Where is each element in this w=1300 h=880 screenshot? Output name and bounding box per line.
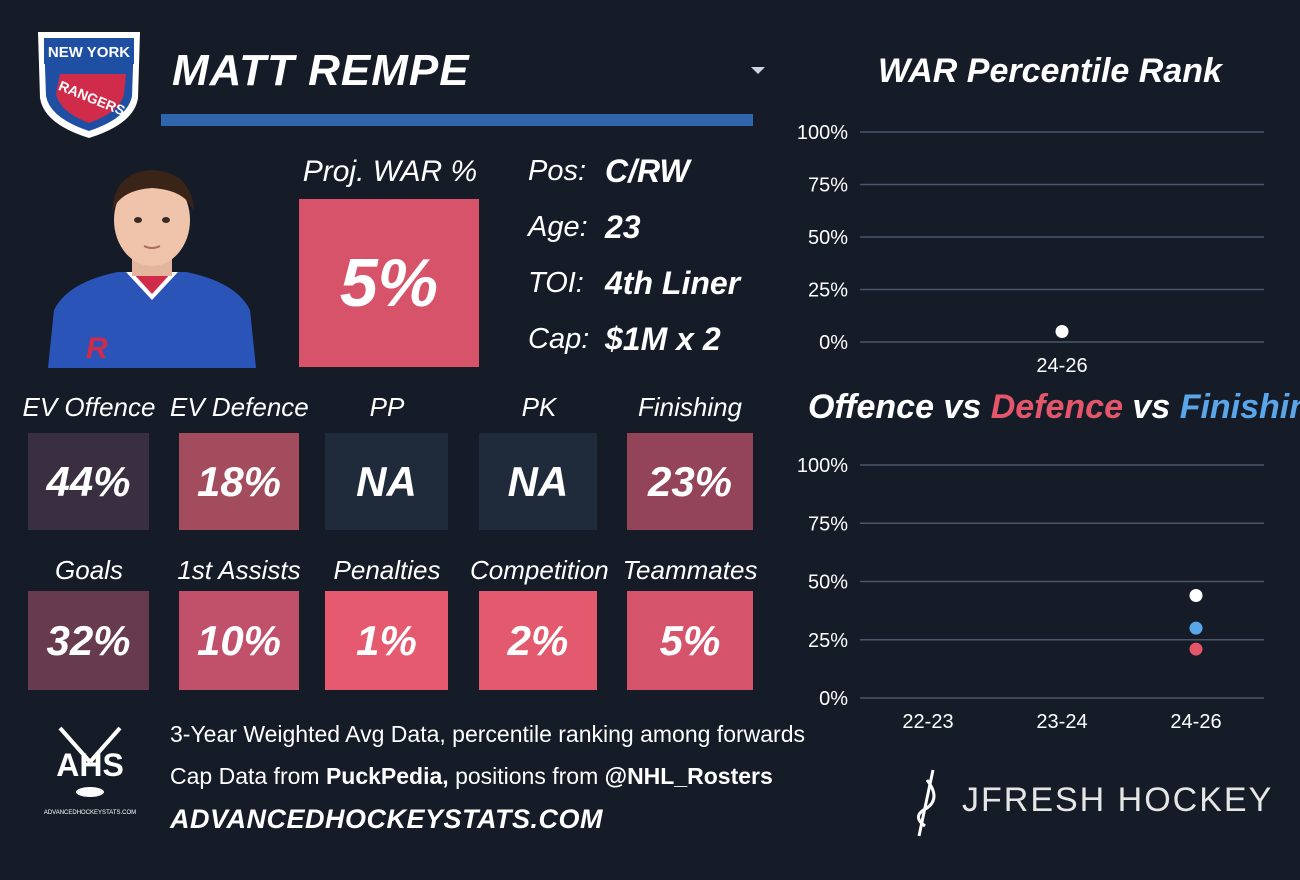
- ahs-logo: AHS ADVANCEDHOCKEYSTATS.COM: [40, 722, 140, 822]
- stat-label-teammates: Teammates: [622, 555, 758, 585]
- puckpedia-link[interactable]: PuckPedia,: [325, 763, 449, 789]
- stat-label-pk: PK: [521, 392, 557, 422]
- stat-box-teammates: 5%: [627, 591, 753, 690]
- nhl-rosters-link[interactable]: @NHL_Rosters: [604, 763, 773, 789]
- chart2-title-finishing: Finishing: [1179, 388, 1300, 426]
- stat-box-ev-defence: 18%: [179, 433, 299, 530]
- y-tick-label: 0%: [819, 688, 848, 710]
- jfresh-logo-icon: [905, 768, 945, 838]
- bio-toi-label: TOI:: [528, 267, 584, 299]
- y-tick-label: 50%: [808, 572, 848, 594]
- team-logo-top-text: NEW YORK: [48, 44, 130, 61]
- player-dropdown-chevron-icon[interactable]: [748, 60, 768, 80]
- stat-box-goals: 32%: [28, 591, 149, 690]
- footer-line-1: 3-Year Weighted Avg Data, percentile ran…: [170, 721, 806, 747]
- bio-toi-value: 4th Liner: [605, 265, 741, 301]
- stat-box-penalties: 1%: [325, 591, 448, 690]
- y-tick-label: 100%: [797, 455, 848, 477]
- chart2-title-defence: Defence: [990, 388, 1123, 426]
- x-tick-label: 22-23: [902, 711, 953, 733]
- footer-site-link[interactable]: ADVANCEDHOCKEYSTATS.COM: [170, 804, 604, 834]
- bio-cap-value: $1M x 2: [605, 321, 721, 357]
- stat-box-finishing: 23%: [627, 433, 753, 530]
- data-point: [1189, 588, 1203, 602]
- bio-age-label: Age:: [528, 211, 588, 243]
- svg-text:R: R: [86, 332, 108, 365]
- bio-pos-value: C/RW: [605, 153, 690, 189]
- stat-label-finishing: Finishing: [637, 392, 743, 422]
- stat-label-pp: PP: [369, 392, 405, 422]
- proj-war-box: 5%: [299, 199, 479, 367]
- x-tick-label: 24-26: [1170, 711, 1221, 733]
- y-tick-label: 25%: [808, 630, 848, 652]
- chart1-title: WAR Percentile Rank: [878, 52, 1222, 90]
- chart2-title: Offence vs Defence vs Finishing: [808, 388, 1300, 427]
- bio-age-value: 23: [605, 209, 641, 245]
- stat-label-1st-assists: 1st Assists: [177, 555, 301, 585]
- proj-war-label: Proj. WAR %: [302, 155, 478, 188]
- stat-label-goals: Goals: [55, 555, 123, 585]
- x-tick-label: 23-24: [1036, 711, 1087, 733]
- bio-cap-label: Cap:: [528, 323, 590, 355]
- stat-box-ev-offence: 44%: [28, 433, 149, 530]
- y-tick-label: 0%: [819, 332, 848, 354]
- player-headshot: R: [48, 160, 256, 368]
- ahs-logo-letters: AHS: [56, 747, 124, 783]
- team-logo: NEW YORK RANGERS: [30, 28, 148, 140]
- data-point: [1189, 642, 1203, 656]
- stat-label-penalties: Penalties: [333, 555, 441, 585]
- stat-box-pp: NA: [325, 433, 448, 530]
- chart2-title-offence: Offence: [808, 388, 934, 426]
- jfresh-brand: JFRESH HOCKEY: [962, 781, 1274, 819]
- player-name: MATT REMPE: [172, 46, 470, 95]
- stat-box-competition: 2%: [479, 591, 597, 690]
- offence-defence-finishing-chart: 100% 75% 50% 25% 0% 22-23 23-24 24-26: [797, 455, 1264, 733]
- y-tick-label: 25%: [808, 280, 848, 302]
- y-tick-label: 75%: [808, 513, 848, 535]
- y-tick-label: 100%: [797, 122, 848, 144]
- bio-pos-label: Pos:: [528, 155, 587, 187]
- y-tick-label: 75%: [808, 175, 848, 197]
- stat-box-1st-assists: 10%: [179, 591, 299, 690]
- data-point: [1189, 621, 1203, 635]
- stat-label-ev-defence: EV Defence: [170, 392, 309, 422]
- footer-line-2: Cap Data from PuckPedia, positions from …: [170, 763, 773, 789]
- name-underline: [161, 114, 753, 126]
- data-point: [1055, 325, 1069, 338]
- stat-box-pk: NA: [479, 433, 597, 530]
- stat-label-ev-offence: EV Offence: [22, 392, 156, 422]
- ahs-logo-caption: ADVANCEDHOCKEYSTATS.COM: [44, 810, 136, 816]
- x-tick-label: 24-26: [1036, 355, 1087, 377]
- proj-war-value: 5%: [339, 245, 439, 321]
- y-tick-label: 50%: [808, 227, 848, 249]
- stat-label-competition: Competition: [470, 555, 609, 585]
- war-percentile-chart: 100% 75% 50% 25% 0% 24-26: [797, 122, 1264, 377]
